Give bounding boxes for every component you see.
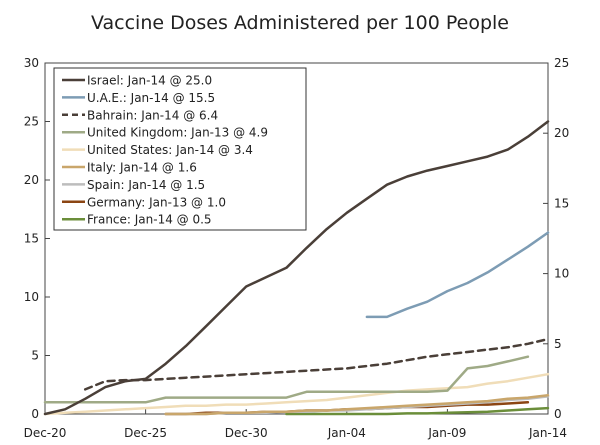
y-right-tick-label: 15	[554, 196, 569, 210]
legend-label-spain: Spain: Jan-14 @ 1.5	[87, 178, 205, 192]
legend-label-bahrain: Bahrain: Jan-14 @ 6.4	[87, 108, 218, 122]
x-tick-label: Dec-30	[225, 426, 268, 440]
x-tick-label: Jan-09	[427, 426, 466, 440]
y-right-tick-label: 0	[554, 407, 562, 421]
y-right-tick-label: 5	[554, 337, 562, 351]
y-right-tick-label: 20	[554, 126, 569, 140]
series-line-bahrain	[83, 337, 550, 391]
y-left-tick-label: 10	[24, 290, 39, 304]
chart-title: Vaccine Doses Administered per 100 Peopl…	[91, 12, 509, 34]
series-line-israel	[43, 120, 550, 416]
y-left-tick-label: 30	[24, 56, 39, 70]
legend-box	[53, 67, 307, 231]
legend-label-germany: Germany: Jan-13 @ 1.0	[87, 195, 226, 209]
legend-label-united-states: United States: Jan-14 @ 3.4	[87, 143, 253, 157]
y-right-tick-label: 25	[554, 56, 569, 70]
y-left-tick-label: 0	[31, 407, 39, 421]
legend-label-united-kingdom: United Kingdom: Jan-13 @ 4.9	[87, 126, 268, 140]
series-line-united-kingdom	[43, 355, 530, 404]
y-left-tick-label: 15	[24, 232, 39, 246]
y-left-tick-label: 25	[24, 115, 39, 129]
x-tick-label: Dec-25	[124, 426, 167, 440]
legend-label-u-a-e-: U.A.E.: Jan-14 @ 15.5	[87, 91, 215, 105]
legend-label-italy: Italy: Jan-14 @ 1.6	[87, 161, 197, 175]
y-left-tick-label: 20	[24, 173, 39, 187]
y-left-tick-label: 5	[31, 349, 39, 363]
x-tick-label: Dec-20	[24, 426, 67, 440]
legend-label-france: France: Jan-14 @ 0.5	[87, 213, 212, 227]
legend-label-israel: Israel: Jan-14 @ 25.0	[87, 74, 212, 88]
x-tick-label: Jan-04	[327, 426, 366, 440]
series-line-italy	[164, 394, 550, 416]
series-line-united-states	[43, 372, 550, 416]
y-right-tick-label: 10	[554, 267, 569, 281]
series-line-france	[285, 406, 550, 416]
x-tick-label: Jan-14	[528, 426, 567, 440]
series-line-u-a-e-	[365, 231, 550, 319]
